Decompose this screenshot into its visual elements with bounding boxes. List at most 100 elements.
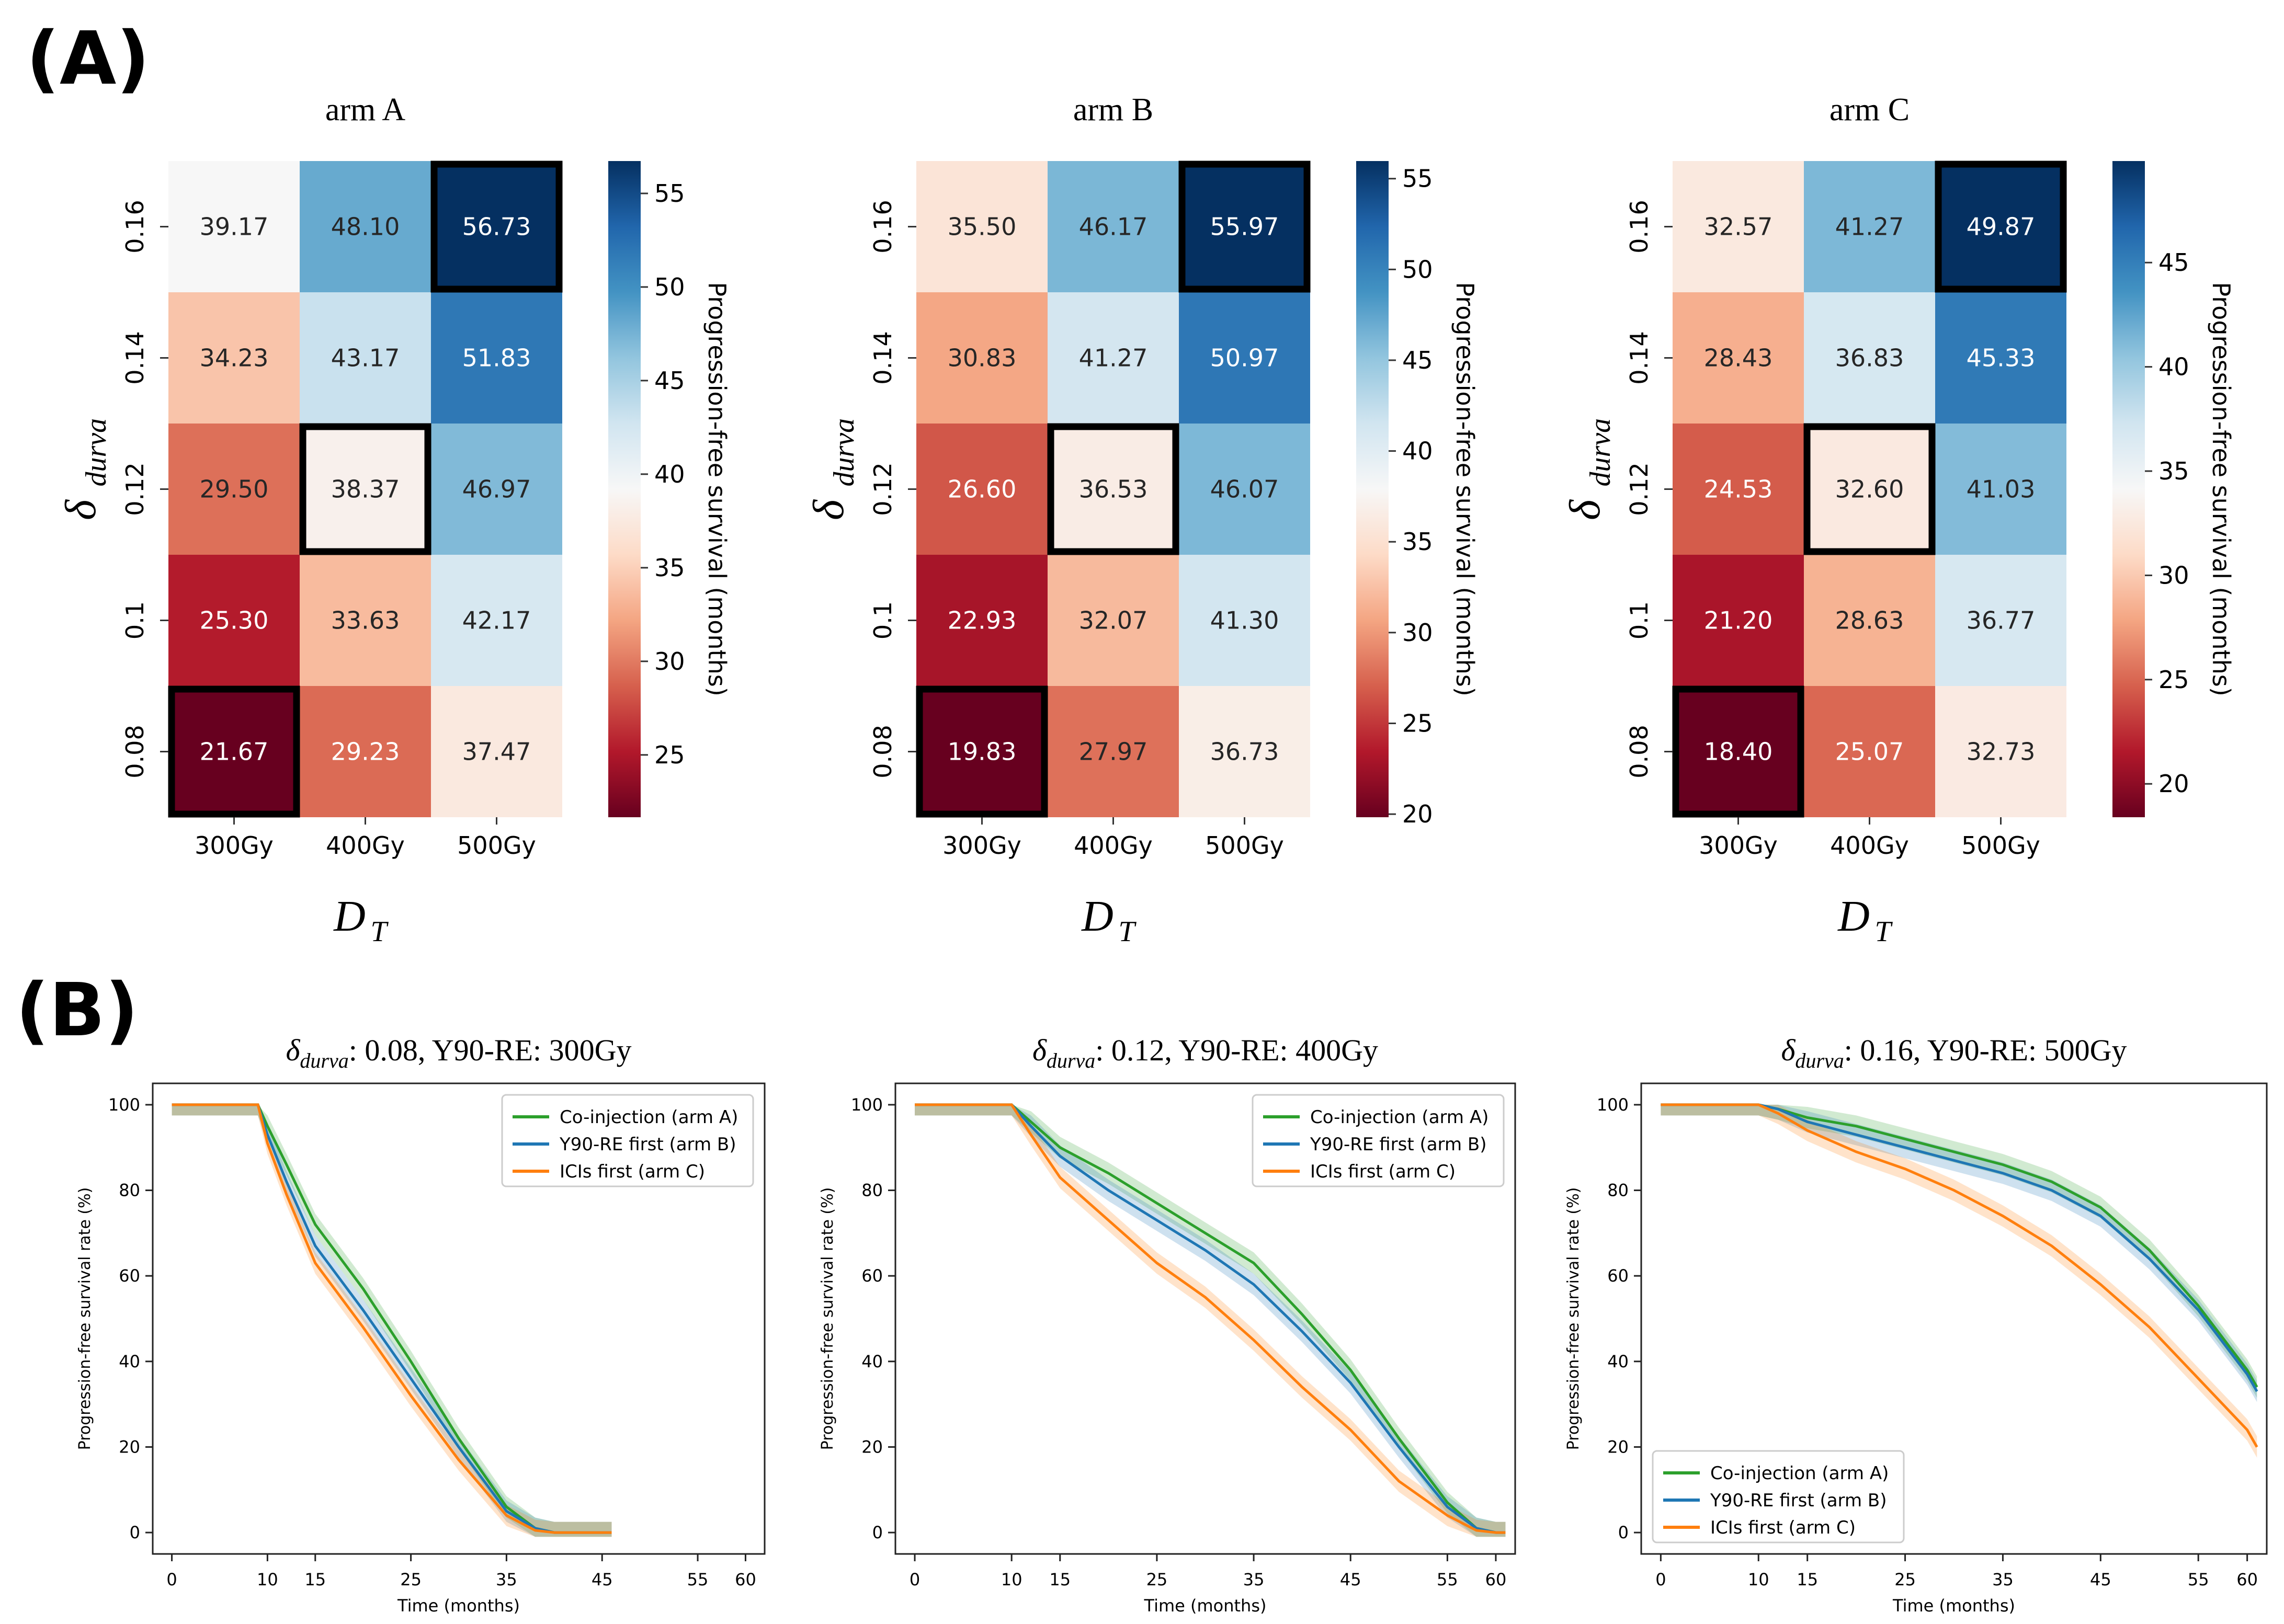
y-tick-label: 0.14 (1625, 331, 1653, 384)
y-tick-label: 100 (1597, 1095, 1629, 1115)
heatmap-cell (300, 555, 431, 686)
cell-value-label: 50.97 (1210, 344, 1279, 372)
x-tick-label: 35 (496, 1570, 517, 1589)
cell-value-label: 45.33 (1967, 344, 2036, 372)
heatmap-cell (1048, 555, 1179, 686)
x-tick-label: 15 (1049, 1570, 1071, 1589)
x-axis-label: Time (months) (1144, 1596, 1267, 1616)
cell-value-label: 51.83 (462, 344, 531, 372)
survival-curve (1661, 1103, 2258, 1448)
x-tick-label: 0 (910, 1570, 920, 1589)
cell-value-label: 33.63 (331, 607, 400, 635)
heatmap-cell (431, 555, 562, 686)
cell-value-label: 29.50 (200, 475, 269, 504)
heatmap-cell (1673, 686, 1804, 817)
y-axis-label: Progression-free survival rate (%) (819, 1187, 837, 1450)
heatmap-cell (431, 292, 562, 424)
cell-value-label: 41.27 (1079, 344, 1148, 372)
colorbar-tick-label: 55 (1402, 165, 1433, 193)
colorbar-tick-label: 50 (1402, 255, 1433, 283)
colorbar-tick-label: 30 (654, 647, 685, 676)
km-title: δdurva: 0.16, Y90-RE: 500Gy (1781, 1033, 2127, 1072)
cell-value-label: 32.07 (1079, 607, 1148, 635)
heatmap-cell (1048, 424, 1179, 555)
legend: Co-injection (arm A) Y90-RE first (arm B)… (1652, 1450, 1905, 1543)
cell-value-label: 36.83 (1835, 344, 1904, 372)
cell-value-label: 24.53 (1704, 475, 1773, 504)
x-tick-label: 0 (1655, 1570, 1666, 1589)
cell-value-label: 22.93 (948, 607, 1017, 635)
heatmap-cell (916, 292, 1048, 424)
x-tick-label: 55 (687, 1570, 709, 1589)
km-title: δdurva: 0.08, Y90-RE: 300Gy (286, 1033, 631, 1072)
x-axis-label-subscript: T (1875, 916, 1893, 948)
heatmap-cell (431, 686, 562, 817)
survival-curve (1661, 1103, 2258, 1392)
x-tick-label: 45 (1340, 1570, 1361, 1589)
heatmap-cell (168, 161, 300, 292)
highlight-box (1047, 423, 1179, 555)
x-axis-label: D (333, 892, 366, 941)
colorbar-tick-label: 35 (2158, 457, 2189, 485)
cell-value-label: 26.60 (948, 475, 1017, 504)
legend-entry: Y90-RE first (arm B) (1710, 1490, 1887, 1511)
heatmap-cell (1935, 686, 2066, 817)
x-tick-label: 10 (1001, 1570, 1022, 1589)
heatmap-cell (1804, 292, 1935, 424)
cell-value-label: 21.20 (1704, 607, 1773, 635)
y-tick-label: 0.08 (121, 725, 149, 778)
confidence-band (915, 1104, 1506, 1537)
cell-value-label: 48.10 (331, 213, 400, 241)
colorbar (2112, 161, 2145, 817)
heatmap-cell (1048, 161, 1179, 292)
colorbar (1356, 161, 1389, 817)
heatmap-cell (300, 424, 431, 555)
x-axis-label: Time (months) (1892, 1596, 2015, 1616)
y-tick-label: 0.1 (1625, 601, 1653, 639)
x-tick-label: 400Gy (1074, 831, 1153, 860)
y-tick-label: 0.14 (869, 331, 897, 384)
y-tick-label: 0.14 (121, 331, 149, 384)
x-tick-label: 300Gy (195, 831, 274, 860)
x-tick-label: 55 (2188, 1570, 2209, 1589)
colorbar-tick-label: 20 (1402, 800, 1433, 828)
colorbar-tick-label: 55 (654, 179, 685, 208)
heatmap-cell (1673, 292, 1804, 424)
y-tick-label: 80 (861, 1181, 883, 1200)
heatmap-cell (431, 161, 562, 292)
plot-frame (1640, 1082, 2268, 1555)
cell-value-label: 25.07 (1835, 738, 1904, 766)
heatmap-cell (1935, 292, 2066, 424)
y-tick-label: 40 (861, 1352, 883, 1371)
cell-value-label: 21.67 (200, 738, 269, 766)
survival-curve (172, 1103, 612, 1534)
cell-value-label: 41.30 (1210, 607, 1279, 635)
highlight-box (168, 685, 300, 818)
y-axis-label: Progression-free survival rate (%) (1564, 1187, 1583, 1450)
cell-value-label: 30.83 (948, 344, 1017, 372)
heatmap-cell (916, 686, 1048, 817)
cell-value-label: 41.27 (1835, 213, 1904, 241)
y-tick-label: 20 (861, 1437, 883, 1457)
y-tick-label: 100 (108, 1095, 140, 1115)
panel-label-b: (B) (16, 968, 139, 1053)
cell-value-label: 41.03 (1967, 475, 2036, 504)
cell-value-label: 32.60 (1835, 475, 1904, 504)
cell-value-label: 27.97 (1079, 738, 1148, 766)
colorbar-tick-label: 25 (2158, 666, 2189, 694)
highlight-box (1935, 161, 2067, 293)
cell-value-label: 38.37 (331, 475, 400, 504)
heatmap-cell (916, 424, 1048, 555)
y-tick-label: 0.16 (869, 200, 897, 253)
x-tick-label: 15 (304, 1570, 326, 1589)
heatmap-cell (1673, 161, 1804, 292)
y-axis-label: δ (804, 499, 853, 520)
x-tick-label: 400Gy (1830, 831, 1909, 860)
km-chart-1: δdurva: 0.08, Y90-RE: 300Gy 0 10 15 25 35 45 55… (76, 1033, 766, 1616)
y-axis-label-subscript: durva (828, 418, 860, 487)
km-chart-2: δdurva: 0.12, Y90-RE: 400Gy 0 10 15 25 35 45 55… (819, 1033, 1516, 1616)
confidence-band (915, 1104, 1506, 1537)
x-tick-label: 35 (1992, 1570, 2014, 1589)
y-tick-label: 80 (1607, 1181, 1629, 1200)
x-tick-label: 55 (1437, 1570, 1458, 1589)
